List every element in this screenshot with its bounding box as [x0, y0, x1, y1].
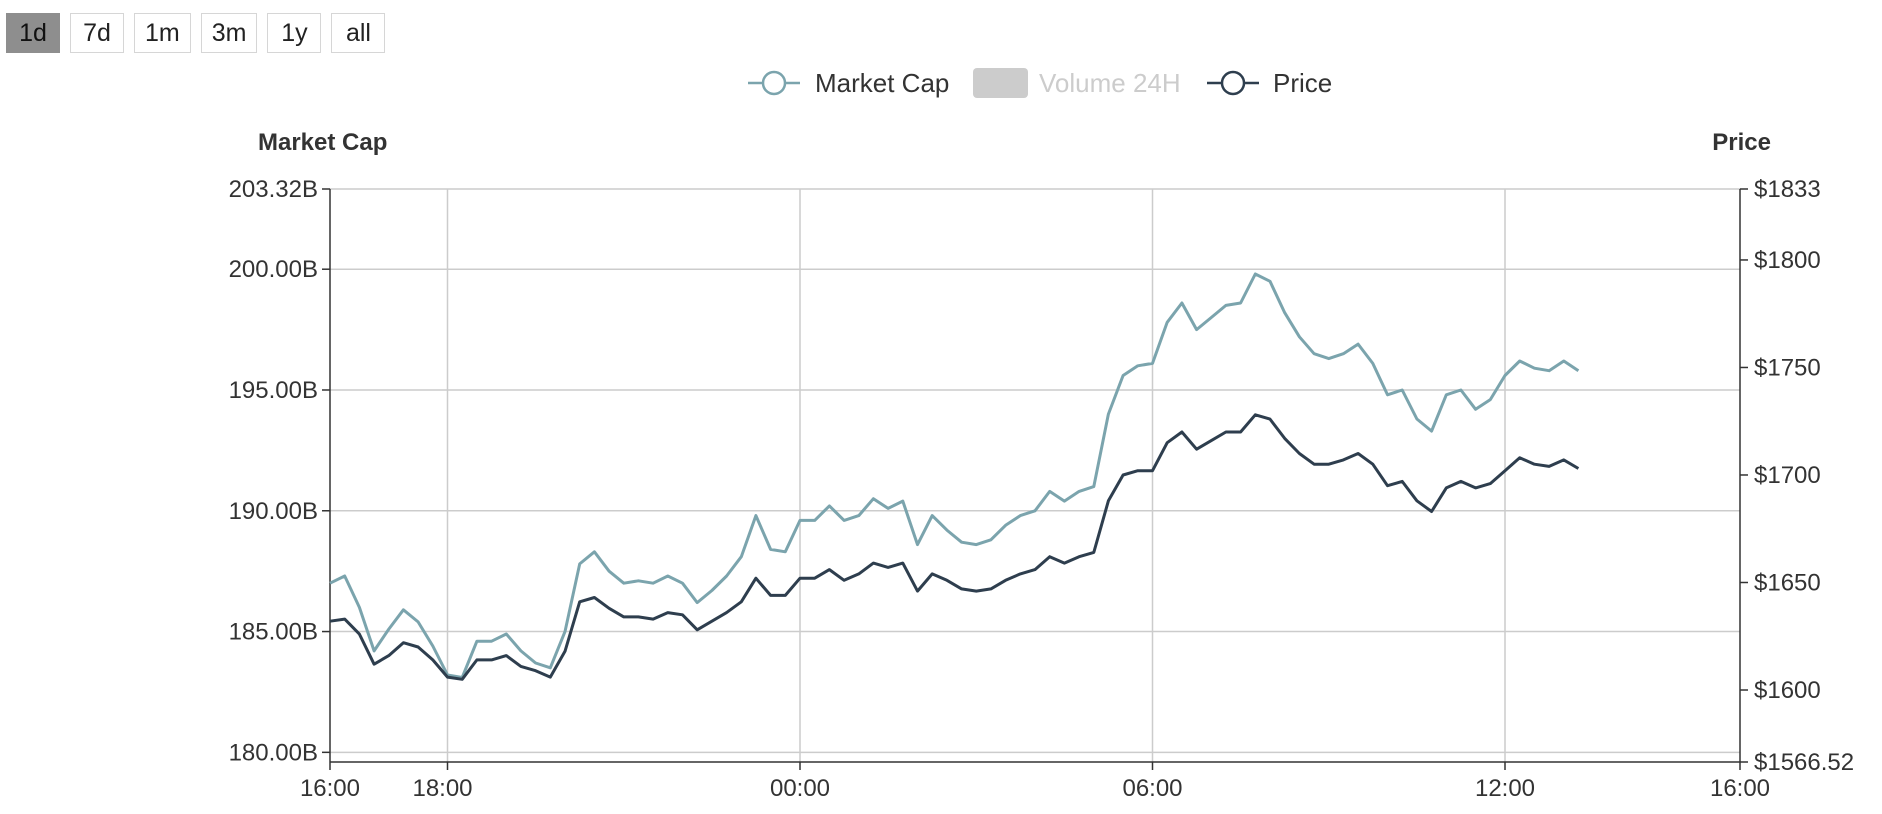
legend-item-volume[interactable]: Volume 24H: [973, 68, 1181, 98]
legend: Market Cap Volume 24H Price: [748, 68, 1332, 98]
y-left-tick-label: 190.00B: [229, 498, 318, 525]
legend-item-market-cap[interactable]: Market Cap: [748, 68, 949, 98]
range-button-7d[interactable]: 7d: [70, 13, 124, 53]
y-right-tick-label: $1650: [1754, 569, 1821, 596]
legend-marker-price: [1220, 70, 1246, 96]
range-button-all[interactable]: all: [331, 13, 386, 53]
y-right-tick-label: $1750: [1754, 354, 1821, 381]
x-tick-label: 18:00: [412, 775, 472, 802]
y-right-tick-label: $1700: [1754, 462, 1821, 489]
x-tick-label: 16:00: [1710, 775, 1770, 802]
legend-item-price[interactable]: Price: [1207, 68, 1332, 98]
y-right-tick-label: $1833: [1754, 176, 1821, 203]
series-line-market-cap: [329, 272, 1580, 679]
y-right-tick-label: $1800: [1754, 247, 1821, 274]
range-button-1m[interactable]: 1m: [134, 13, 191, 53]
legend-label-market-cap: Market Cap: [815, 68, 949, 98]
y-right-tick-label: $1566.52: [1754, 749, 1854, 776]
range-button-3m[interactable]: 3m: [200, 13, 258, 53]
y-left-tick-label: 180.00B: [229, 739, 318, 766]
time-range-selector: 1d 7d 1m 3m 1y all: [6, 13, 395, 53]
legend-label-price: Price: [1273, 68, 1332, 98]
axes: [329, 189, 1741, 763]
x-ticks: 16:00 18:00 00:00 06:00 12:00 16:00: [300, 762, 1770, 802]
y-right-ticks: $1833 $1800 $1750 $1700 $1650 $1600 $1566.52: [1740, 176, 1854, 776]
range-button-1y[interactable]: 1y: [267, 13, 322, 53]
x-tick-label: 12:00: [1475, 775, 1535, 802]
y-left-tick-label: 200.00B: [229, 256, 318, 283]
grid: [330, 188, 1740, 762]
x-tick-label: 16:00: [300, 775, 360, 802]
x-tick-label: 06:00: [1122, 775, 1182, 802]
y-right-tick-label: $1600: [1754, 677, 1821, 704]
legend-label-volume: Volume 24H: [1039, 68, 1181, 98]
series: [329, 272, 1580, 681]
series-line-price: [329, 413, 1580, 681]
y-left-tick-label: 203.32B: [229, 176, 318, 203]
y-left-ticks: 203.32B 200.00B 195.00B 190.00B 185.00B 180.0…: [229, 176, 330, 766]
y-left-tick-label: 195.00B: [229, 377, 318, 404]
x-tick-label: 00:00: [770, 775, 830, 802]
range-button-1d[interactable]: 1d: [6, 13, 60, 53]
y-left-tick-label: 185.00B: [229, 619, 318, 646]
legend-marker-market-cap: [761, 70, 787, 96]
y-right-axis-title: Price: [1712, 129, 1771, 156]
legend-swatch-volume: [973, 68, 1028, 98]
y-left-axis-title: Market Cap: [258, 129, 387, 156]
